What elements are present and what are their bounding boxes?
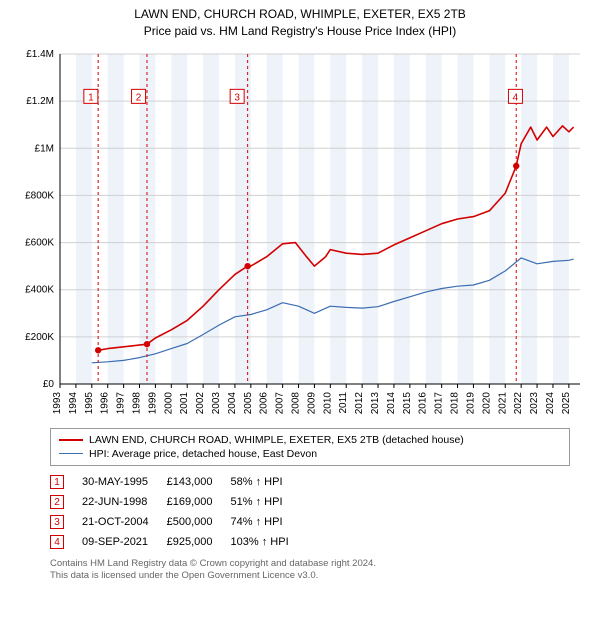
sale-price: £143,000: [167, 472, 231, 492]
sale-pct: 58% ↑ HPI: [231, 472, 307, 492]
svg-text:£200K: £200K: [25, 331, 54, 342]
svg-text:2006: 2006: [259, 391, 270, 414]
sale-marker-3: 3: [50, 515, 64, 529]
footer-line1: Contains HM Land Registry data © Crown c…: [50, 558, 590, 570]
svg-text:£800K: £800K: [25, 190, 54, 201]
sale-price: £500,000: [167, 512, 231, 532]
footer: Contains HM Land Registry data © Crown c…: [50, 558, 590, 583]
svg-text:2004: 2004: [227, 391, 238, 414]
svg-text:£0: £0: [43, 379, 55, 390]
svg-text:2: 2: [136, 92, 142, 103]
svg-text:2010: 2010: [322, 391, 333, 414]
sale-marker-4: 4: [50, 535, 64, 549]
svg-text:1997: 1997: [116, 391, 127, 414]
legend: LAWN END, CHURCH ROAD, WHIMPLE, EXETER, …: [50, 428, 570, 466]
sale-date: 09-SEP-2021: [82, 532, 167, 552]
svg-text:2003: 2003: [211, 391, 222, 414]
legend-item-price-paid: LAWN END, CHURCH ROAD, WHIMPLE, EXETER, …: [59, 433, 561, 447]
sale-marker-2: 2: [50, 495, 64, 509]
svg-text:2016: 2016: [418, 391, 429, 414]
table-row: 4 09-SEP-2021£925,000103% ↑ HPI: [50, 532, 307, 552]
chart-container: LAWN END, CHURCH ROAD, WHIMPLE, EXETER, …: [0, 0, 600, 586]
legend-item-hpi: HPI: Average price, detached house, East…: [59, 447, 561, 461]
sale-price: £925,000: [167, 532, 231, 552]
svg-text:1996: 1996: [100, 391, 111, 414]
sale-price: £169,000: [167, 492, 231, 512]
svg-text:2013: 2013: [370, 391, 381, 414]
chart: £0 £200K £400K £600K £800K £1M £1.2M £1.4M 1993 1…: [10, 44, 590, 424]
svg-text:1999: 1999: [147, 391, 158, 414]
footer-line2: This data is licensed under the Open Gov…: [50, 570, 590, 582]
legend-label-hpi: HPI: Average price, detached house, East…: [89, 448, 317, 460]
title-line2: Price paid vs. HM Land Registry's House …: [10, 23, 590, 40]
svg-text:£1.4M: £1.4M: [26, 49, 54, 60]
svg-text:1995: 1995: [84, 391, 95, 414]
sale-date: 30-MAY-1995: [82, 472, 167, 492]
svg-text:2023: 2023: [529, 391, 540, 414]
svg-text:£1.2M: £1.2M: [26, 96, 54, 107]
svg-text:2019: 2019: [465, 391, 476, 414]
chart-svg: £0 £200K £400K £600K £800K £1M £1.2M £1.4M 1993 1…: [10, 44, 590, 424]
svg-text:2007: 2007: [275, 391, 286, 414]
svg-text:2001: 2001: [179, 391, 190, 414]
svg-text:1: 1: [88, 92, 94, 103]
svg-text:1998: 1998: [132, 391, 143, 414]
svg-text:2002: 2002: [195, 391, 206, 414]
title-block: LAWN END, CHURCH ROAD, WHIMPLE, EXETER, …: [10, 6, 590, 40]
svg-text:2011: 2011: [338, 391, 349, 413]
svg-text:£1M: £1M: [35, 143, 54, 154]
sale-date: 21-OCT-2004: [82, 512, 167, 532]
table-row: 3 21-OCT-2004£500,00074% ↑ HPI: [50, 512, 307, 532]
svg-text:2025: 2025: [561, 391, 572, 414]
svg-text:2024: 2024: [545, 391, 556, 414]
svg-text:1994: 1994: [68, 391, 79, 414]
sale-pct: 74% ↑ HPI: [231, 512, 307, 532]
svg-text:2022: 2022: [513, 391, 524, 414]
table-row: 2 22-JUN-1998£169,00051% ↑ HPI: [50, 492, 307, 512]
svg-text:2018: 2018: [450, 391, 461, 414]
svg-text:2021: 2021: [497, 391, 508, 414]
sale-pct: 103% ↑ HPI: [231, 532, 307, 552]
sale-marker-1: 1: [50, 475, 64, 489]
svg-text:4: 4: [513, 92, 519, 103]
title-line1: LAWN END, CHURCH ROAD, WHIMPLE, EXETER, …: [10, 6, 590, 23]
svg-text:£400K: £400K: [25, 284, 54, 295]
legend-swatch-hpi: [59, 453, 83, 454]
svg-text:2014: 2014: [386, 391, 397, 414]
svg-text:£600K: £600K: [25, 237, 54, 248]
svg-text:2017: 2017: [434, 391, 445, 414]
sale-date: 22-JUN-1998: [82, 492, 167, 512]
svg-text:1993: 1993: [52, 391, 63, 414]
table-row: 1 30-MAY-1995£143,00058% ↑ HPI: [50, 472, 307, 492]
svg-text:2008: 2008: [291, 391, 302, 414]
svg-text:2005: 2005: [243, 391, 254, 414]
svg-text:3: 3: [234, 92, 240, 103]
svg-text:2009: 2009: [306, 391, 317, 414]
legend-label-price-paid: LAWN END, CHURCH ROAD, WHIMPLE, EXETER, …: [89, 434, 464, 446]
legend-swatch-price-paid: [59, 439, 83, 441]
svg-text:2015: 2015: [402, 391, 413, 414]
sales-table: 1 30-MAY-1995£143,00058% ↑ HPI 2 22-JUN-199…: [50, 472, 307, 552]
sale-pct: 51% ↑ HPI: [231, 492, 307, 512]
svg-text:2012: 2012: [354, 391, 365, 414]
svg-text:2020: 2020: [481, 391, 492, 414]
svg-text:2000: 2000: [163, 391, 174, 414]
